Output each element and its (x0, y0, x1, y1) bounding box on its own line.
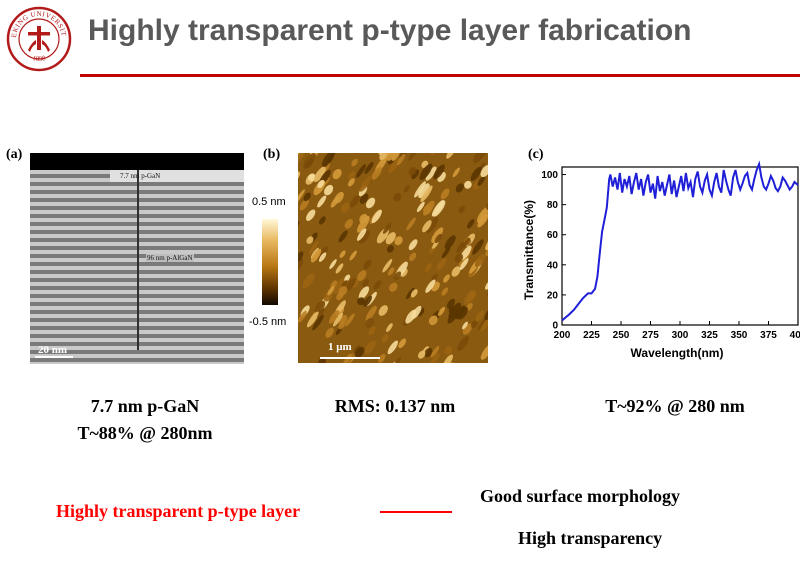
summary-right-1: Good surface morphology (480, 486, 680, 506)
x-tick-label: 375 (760, 330, 777, 341)
y-tick-label: 80 (547, 200, 559, 211)
caption-a-line1: 7.7 nm p-GaN (90, 396, 200, 416)
summary-left: Highly transparent p-type layer (56, 501, 301, 521)
x-tick-label: 225 (583, 330, 600, 341)
x-tick-label: 350 (731, 330, 748, 341)
y-axis-label: Transmittance(%) (522, 200, 536, 300)
x-tick-label: 275 (642, 330, 659, 341)
summary-right-2: High transparency (518, 528, 663, 548)
colorbar-max-label: 0.5 nm (252, 196, 286, 208)
tem-scale-label: 20 nm (38, 344, 68, 356)
afm-scale-label: 1 μm (328, 341, 352, 353)
tem-scale-bar (35, 356, 73, 358)
caption-b: RMS: 0.137 nm (334, 396, 456, 416)
caption-a-line2: T~88% @ 280nm (77, 423, 213, 443)
tem-label-palgan: 96 nm p-AlGaN (146, 254, 194, 262)
x-tick-label: 400 (790, 330, 800, 341)
transmittance-chart: 200225250275300325350375400020406080100 … (522, 160, 800, 360)
university-logo: PEKING UNIVERSITY 1898 (3, 0, 72, 72)
title-underline (80, 74, 800, 77)
x-tick-label: 200 (554, 330, 571, 341)
caption-c: T~92% @ 280 nm (605, 396, 745, 416)
panel-b-label: (b) (263, 147, 281, 162)
logo-emblem (28, 26, 50, 52)
y-tick-label: 0 (552, 321, 558, 332)
x-axis-label: Wavelength(nm) (631, 346, 724, 360)
logo-year: 1898 (32, 54, 47, 63)
colorbar-min-label: -0.5 nm (249, 316, 287, 328)
x-tick-label: 325 (701, 330, 718, 341)
page-title: Highly transparent p-type layer fabricat… (88, 14, 692, 47)
y-tick-label: 100 (541, 170, 558, 181)
y-tick-label: 60 (547, 230, 559, 241)
panel-c-label: (c) (528, 147, 544, 162)
x-tick-label: 250 (613, 330, 630, 341)
summary-connector (380, 511, 452, 513)
chart-frame (561, 166, 799, 326)
y-tick-label: 20 (547, 290, 559, 301)
tem-label-pgan: 7.7 nm p-GaN (120, 172, 161, 180)
tem-image: 7.7 nm p-GaN 96 nm p-AlGaN 20 nm (30, 153, 244, 364)
svg-text:1898: 1898 (32, 54, 47, 63)
afm-image: 1 μm (298, 153, 488, 363)
y-tick-label: 40 (547, 260, 559, 271)
panel-a-label: (a) (6, 147, 23, 162)
transmittance-curve (561, 160, 799, 322)
afm-scale-bar (320, 357, 380, 359)
colorbar (262, 219, 278, 305)
x-tick-label: 300 (672, 330, 689, 341)
